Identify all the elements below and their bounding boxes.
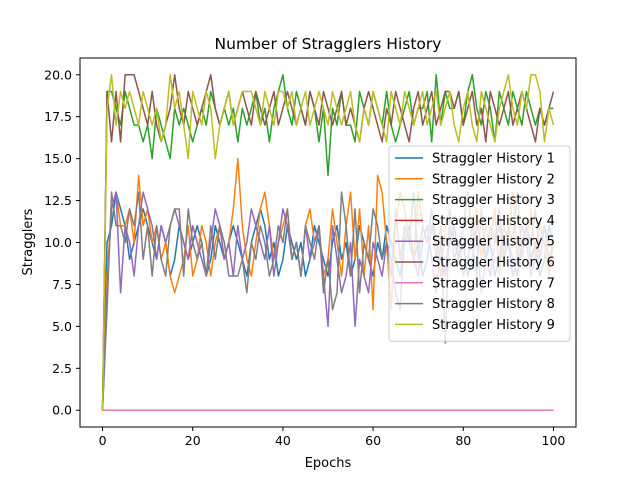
y-tick-label: 15.0 [44, 151, 72, 166]
axes-layer: 0 20 40 60 80 100 0.0 2.5 5.0 7.5 10.0 12.5 15.0 17.5… [44, 57, 577, 448]
chart-title: Number of Stragglers History [215, 35, 442, 53]
legend-label-1: Straggler History 1 [432, 152, 555, 167]
x-tick-label: 60 [365, 433, 381, 448]
legend-label-8: Straggler History 8 [432, 297, 555, 312]
y-tick-label: 17.5 [44, 109, 72, 124]
y-tick-label: 2.5 [52, 361, 72, 376]
x-tick-label: 20 [185, 433, 201, 448]
x-tick-label: 0 [99, 433, 107, 448]
legend-box [388, 145, 571, 342]
y-tick-label: 10.0 [44, 235, 72, 250]
legend-label-7: Straggler History 7 [432, 276, 555, 291]
x-tick-label: 40 [275, 433, 291, 448]
x-tick-label: 100 [542, 433, 566, 448]
series-line-9 [101, 74, 555, 411]
y-tick-label: 0.0 [52, 403, 72, 418]
legend-label-6: Straggler History 6 [432, 256, 555, 271]
legend-label-5: Straggler History 5 [432, 235, 555, 250]
legend-label-2: Straggler History 2 [432, 172, 555, 187]
y-tick-label: 7.5 [52, 277, 72, 292]
legend: Straggler History 1 Straggler History 2 St… [388, 145, 571, 342]
legend-label-4: Straggler History 4 [432, 214, 555, 229]
x-axis-title: Epochs [305, 456, 352, 471]
legend-label-3: Straggler History 3 [432, 193, 555, 208]
series-line-3 [101, 74, 554, 411]
y-tick-label: 12.5 [44, 193, 72, 208]
x-tick-label: 80 [455, 433, 471, 448]
legend-label-9: Straggler History 9 [432, 318, 555, 333]
y-tick-label: 5.0 [52, 319, 72, 334]
y-tick-label: 20.0 [44, 67, 72, 82]
y-axis-title: Stragglers [21, 208, 36, 275]
series-layer [101, 74, 555, 411]
